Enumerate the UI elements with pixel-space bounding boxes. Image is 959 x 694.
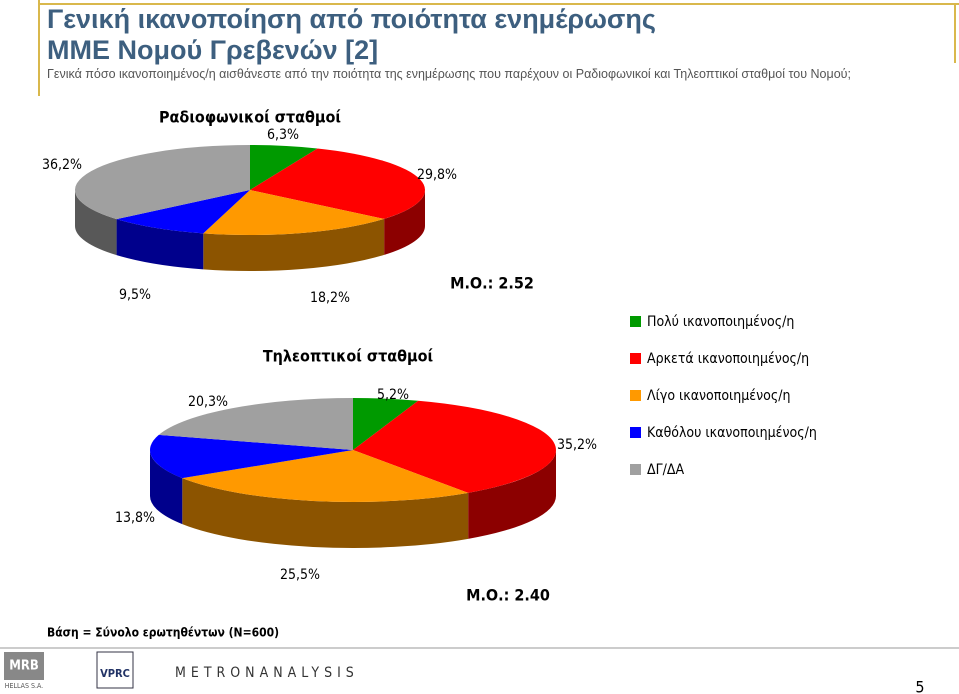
slice-side [150,450,183,525]
logo: HELLAS S.A. [5,682,43,690]
logo: MRB [9,659,39,674]
page-number: 5 [915,678,924,694]
annotation: Μ.Ο.: 2.40 [466,586,550,605]
value-label: 25,5% [280,567,320,583]
logo: METRONANALYSIS [175,665,359,681]
slice-side [75,190,117,256]
subtitle: Γενικά πόσο ικανοποιημένος/η αισθάνεστε … [47,67,851,81]
title: Γενική ικανοποίηση από ποιότητα ενημέρωσ… [47,4,656,34]
legend-swatch [630,316,641,327]
title: ΜΜΕ Νομού Γρεβενών [2] [47,35,379,65]
frame-line [954,3,956,63]
slice-side [116,219,204,270]
chart-title: Τηλεοπτικοί σταθμοί [263,347,434,366]
base-note: Βάση = Σύνολο ερωτηθέντων (Ν=600) [47,626,279,640]
slice-side [384,190,425,255]
slice [182,450,469,502]
slice-side [182,478,469,548]
legend-label: ΔΓ/ΔΑ [647,462,684,478]
value-label: 6,3% [267,127,299,143]
slice [158,398,353,450]
value-label: 9,5% [119,287,151,303]
legend-swatch [630,353,641,364]
slice [353,398,419,450]
slice [250,145,318,190]
legend-label: Καθόλου ικανοποιημένος/η [647,425,817,441]
legend-swatch [630,427,641,438]
value-label: 13,8% [115,510,155,526]
slice [74,145,250,220]
slice [353,400,556,493]
slice-side [468,450,556,539]
logo-box [4,652,44,680]
frame-line [38,0,40,96]
slice [250,148,425,219]
value-label: 20,3% [188,394,228,410]
legend-swatch [630,464,641,475]
value-label: 29,8% [417,167,457,183]
legend-label: Λίγο ικανοποιημένος/η [647,388,790,404]
annotation: Μ.Ο.: 2.52 [450,274,534,293]
value-label: 36,2% [42,157,82,173]
slice [116,190,250,234]
frame-line [38,3,959,5]
value-label: 35,2% [557,437,597,453]
value-label: 18,2% [310,290,350,306]
legend-label: Πολύ ικανοποιημένος/η [647,314,794,330]
legend-swatch [630,390,641,401]
logo-box [96,651,134,689]
logo: VPRC [100,667,130,680]
value-label: 5,2% [377,387,409,403]
slice [149,434,353,479]
slice [203,190,385,236]
legend-label: Αρκετά ικανοποιημένος/η [647,351,809,367]
slice-side [203,218,385,271]
chart-title: Ραδιοφωνικοί σταθμοί [159,108,341,127]
